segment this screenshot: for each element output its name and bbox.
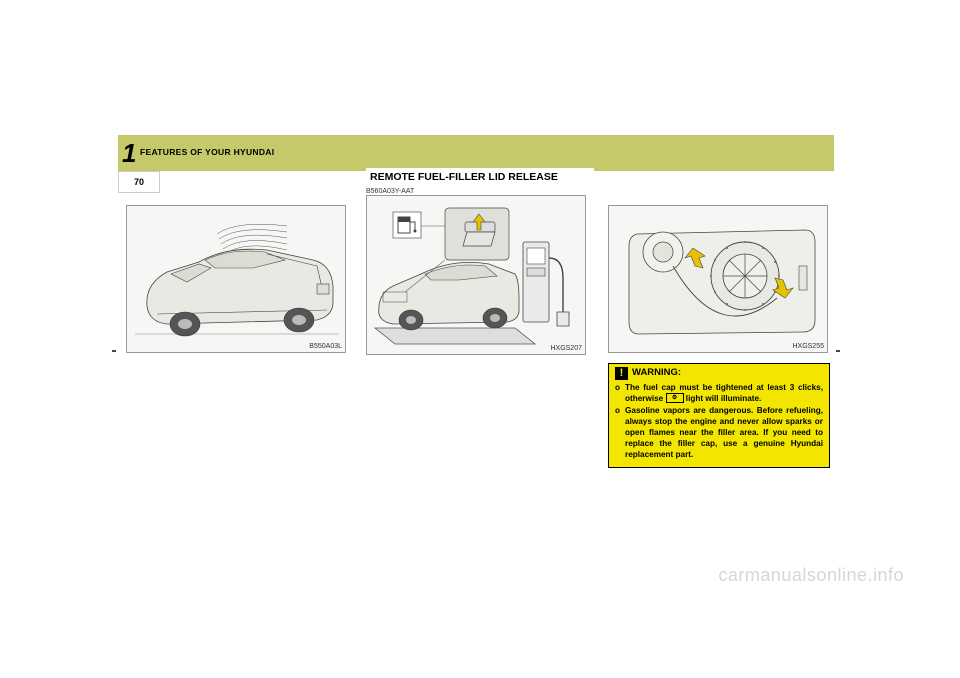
column-3: HXGS255 ! WARNING: o The fuel cap must b… (608, 205, 836, 468)
illustration-trunk-open: B550A03L (126, 205, 346, 353)
chapter-title: FEATURES OF YOUR HYUNDAI (140, 147, 274, 157)
illustration-code: B550A03L (309, 343, 342, 350)
bullet: o (615, 405, 620, 460)
illustration-code: HXGS207 (550, 345, 582, 352)
crop-mark-right (836, 350, 840, 352)
warning-heading-text: WARNING: (632, 367, 681, 380)
warning-icon: ! (615, 367, 628, 380)
crop-mark-left (112, 350, 116, 352)
warning-item: o Gasoline vapors are dangerous. Before … (615, 405, 823, 460)
section-code: B560A03Y-AAT (366, 188, 594, 195)
column-2: REMOTE FUEL-FILLER LID RELEASE B560A03Y-… (366, 168, 594, 355)
check-engine-icon: ⚙ (666, 393, 684, 403)
bullet: o (615, 382, 620, 404)
chapter-number: 1 (122, 138, 136, 169)
illustration-code: HXGS255 (792, 343, 824, 350)
illustration-fuel-cap: HXGS255 (608, 205, 828, 353)
column-1: B550A03L (126, 205, 354, 353)
warning-text: The fuel cap must be tightened at least … (625, 382, 823, 404)
warning-heading: ! WARNING: (615, 367, 823, 380)
warning-item: o The fuel cap must be tightened at leas… (615, 382, 823, 404)
section-title: REMOTE FUEL-FILLER LID RELEASE (370, 171, 590, 184)
watermark: carmanualsonline.info (718, 565, 904, 586)
page-number: 70 (118, 171, 160, 193)
warning-text: Gasoline vapors are dangerous. Before re… (625, 405, 823, 460)
warning-list: o The fuel cap must be tightened at leas… (615, 382, 823, 460)
warning-box: ! WARNING: o The fuel cap must be tighte… (608, 363, 830, 468)
section-heading-box: REMOTE FUEL-FILLER LID RELEASE (366, 168, 594, 186)
manual-page: 1 FEATURES OF YOUR HYUNDAI 70 (0, 0, 960, 678)
illustration-fuel-release: HXGS207 (366, 195, 586, 355)
